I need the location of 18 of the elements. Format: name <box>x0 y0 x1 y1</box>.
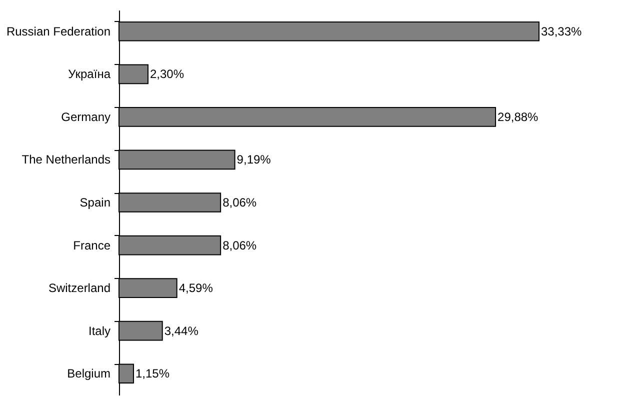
y-tick-label: France <box>73 238 111 252</box>
y-tick-label: Russian Federation <box>6 24 110 38</box>
data-label: 1,15% <box>135 366 170 381</box>
y-tick-label: Switzerland <box>48 281 110 296</box>
y-tick-label: Germany <box>61 110 110 124</box>
data-label: 8,06% <box>222 196 257 210</box>
data-label: 3,44% <box>164 324 199 338</box>
data-label: 8,06% <box>222 238 257 252</box>
data-label: 2,30% <box>150 67 184 82</box>
data-label: 9,19% <box>236 152 272 167</box>
y-tick-label: Україна <box>68 67 111 82</box>
data-label: 33,33% <box>541 24 582 38</box>
data-label: 4,59% <box>178 281 214 296</box>
y-tick-label: The Netherlands <box>22 152 110 167</box>
y-tick-label: Spain <box>80 196 110 210</box>
y-tick-label: Italy <box>88 324 110 338</box>
data-label: 29,88% <box>498 110 539 124</box>
y-tick-label: Belgium <box>67 366 110 381</box>
